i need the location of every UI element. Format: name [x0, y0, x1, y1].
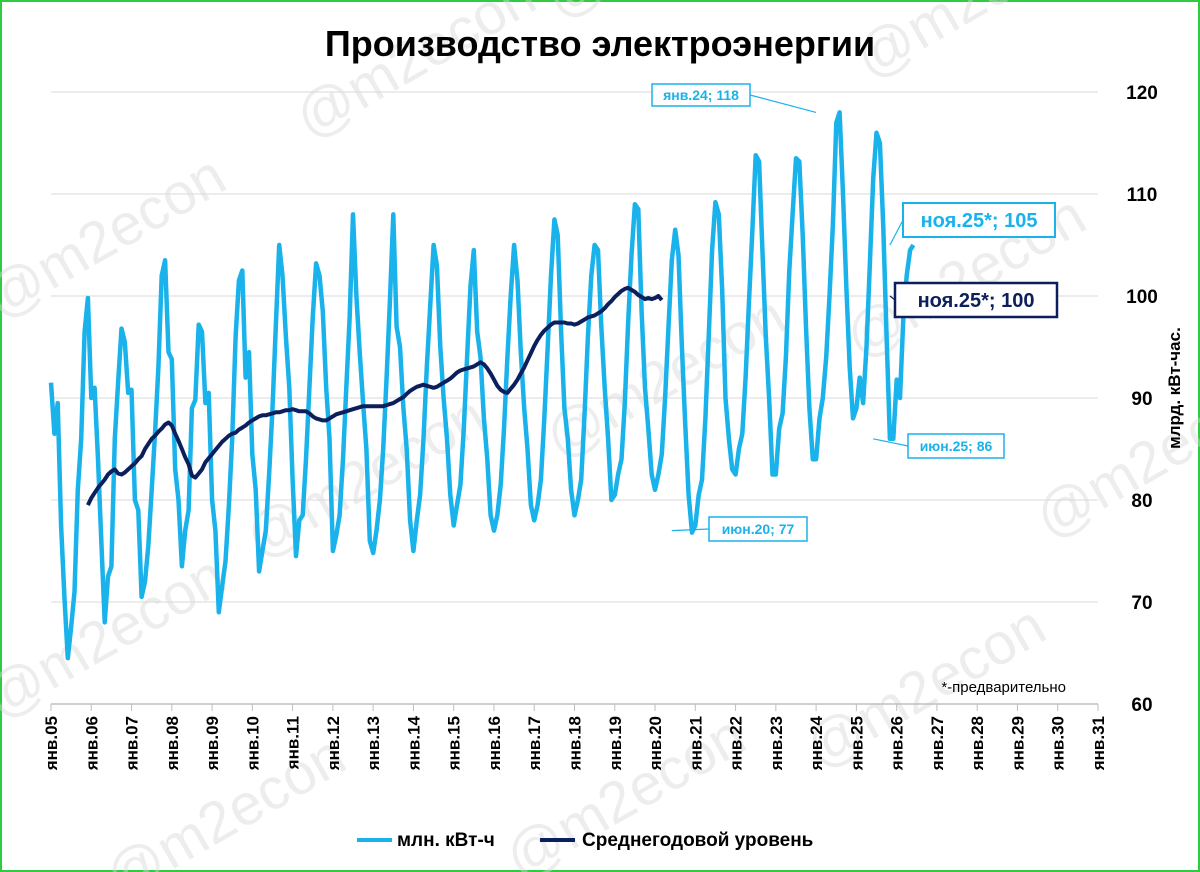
legend: млн. кВт-ч Среднегодовой уровень: [357, 830, 813, 851]
annotation-label: ноя.25*; 100: [918, 290, 1035, 312]
y-tick-label: 90: [1131, 389, 1152, 410]
x-tick-label: янв.06: [82, 716, 101, 771]
watermark-text: @m2econ: [0, 542, 236, 731]
y-tick-label: 70: [1131, 593, 1152, 614]
y-tick-labels: 60 70 80 90 100 110 120: [1126, 83, 1158, 716]
annotation-box: [651, 83, 751, 107]
production-line: [48, 110, 916, 661]
x-tick-label: янв.17: [525, 716, 544, 771]
x-tick-label: янв.29: [1008, 716, 1027, 771]
y-tick-label: 110: [1127, 185, 1158, 206]
x-tick-label: янв.12: [324, 716, 343, 771]
x-tick-label: янв.16: [485, 716, 504, 771]
x-tick-label: янв.18: [566, 716, 585, 771]
annotation-box: [907, 433, 1005, 459]
x-tick-label: янв.10: [243, 716, 262, 771]
x-tick-label: янв.20: [646, 716, 665, 771]
annotation-label: янв.24; 118: [663, 87, 739, 103]
x-tick-label: янв.15: [445, 716, 464, 771]
annotation-box: [893, 281, 1059, 319]
chart-title: Производство электроэнергии: [325, 23, 875, 64]
annotation-label: ноя.25*; 105: [921, 210, 1038, 232]
x-tick-labels: янв.05 янв.06 янв.07 янв.08 янв.09 янв.10 янв.…: [42, 704, 1108, 771]
annotation-leader: [671, 528, 710, 532]
y-tick-label: 60: [1131, 695, 1152, 716]
watermark-text: @m2econ: [0, 142, 236, 331]
footnote: *-предварительно: [941, 679, 1066, 696]
annotation-leader: [873, 438, 909, 447]
annotation-label: июн.20; 77: [722, 521, 795, 537]
annotation-leader: [889, 219, 904, 246]
series-lines: [48, 110, 916, 661]
x-tick-label: янв.23: [767, 716, 786, 771]
x-tick-label: янв.27: [928, 716, 947, 771]
y-tick-label: 80: [1131, 491, 1152, 512]
annotation-box: [902, 202, 1056, 238]
x-tick-label: янв.22: [727, 716, 746, 771]
y-axis-label: млрд. кВт-час.: [1165, 327, 1184, 449]
x-tick-label: янв.09: [203, 716, 222, 771]
annotation-box: [708, 516, 808, 542]
x-tick-label: янв.21: [686, 716, 705, 771]
annotations: янв.24; 118 ноя.25*; 105 ноя.25*; 100 июн.2…: [651, 83, 1059, 542]
x-tick-label: янв.28: [968, 716, 987, 771]
legend-label-production: млн. кВт-ч: [397, 830, 495, 851]
annotation-leader: [749, 94, 817, 113]
x-tick-label: янв.31: [1089, 716, 1108, 771]
x-tick-label: янв.07: [123, 716, 142, 771]
y-tick-label: 100: [1126, 287, 1158, 308]
x-tick-label: янв.05: [42, 716, 61, 771]
annotation-label: июн.25; 86: [920, 438, 993, 454]
x-tick-label: янв.13: [364, 716, 383, 771]
x-tick-label: янв.25: [847, 716, 866, 771]
y-tick-label: 120: [1126, 83, 1158, 104]
x-tick-label: янв.24: [807, 715, 826, 771]
x-tick-label: янв.08: [163, 716, 182, 771]
legend-label-average: Среднегодовой уровень: [582, 830, 813, 851]
x-tick-label: янв.26: [888, 716, 907, 771]
x-tick-label: янв.30: [1049, 716, 1068, 771]
x-tick-label: янв.14: [404, 715, 423, 771]
average-line: [86, 285, 664, 506]
x-tick-label: янв.11: [284, 716, 303, 770]
watermark-text: @m2econ: [844, 0, 1106, 91]
x-tick-label: янв.19: [606, 716, 625, 771]
